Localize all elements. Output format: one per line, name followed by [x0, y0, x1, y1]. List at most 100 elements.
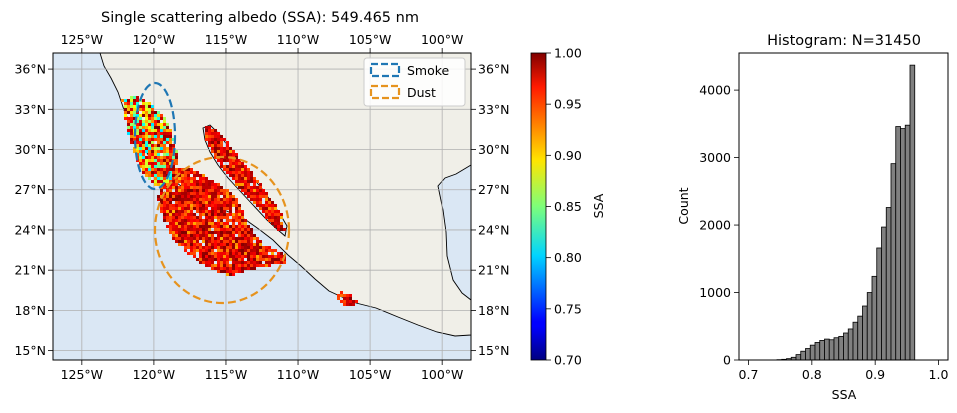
- ssa-pixel: [190, 177, 193, 180]
- ssa-pixel: [247, 174, 250, 177]
- ssa-pixel: [214, 192, 217, 195]
- ssa-pixel: [127, 117, 130, 120]
- ssa-pixel: [205, 204, 208, 207]
- ssa-pixel: [130, 126, 133, 129]
- ssa-pixel: [184, 222, 187, 225]
- ssa-pixel: [148, 174, 151, 177]
- ssa-pixel: [217, 144, 220, 147]
- ssa-pixel: [202, 186, 205, 189]
- ssa-pixel: [193, 228, 196, 231]
- ssa-pixel: [202, 195, 205, 198]
- ssa-pixel: [193, 213, 196, 216]
- ssa-pixel: [154, 123, 157, 126]
- ssa-pixel: [223, 228, 226, 231]
- ssa-pixel: [268, 264, 271, 267]
- ssa-pixel: [157, 162, 160, 165]
- ssa-pixel: [190, 192, 193, 195]
- ssa-pixel: [169, 225, 172, 228]
- ssa-pixel: [247, 255, 250, 258]
- ssa-pixel: [349, 303, 352, 306]
- ssa-pixel: [163, 201, 166, 204]
- ssa-pixel: [178, 210, 181, 213]
- ssa-pixel: [193, 225, 196, 228]
- ssa-pixel: [256, 252, 259, 255]
- ssa-pixel: [208, 234, 211, 237]
- ssa-pixel: [202, 198, 205, 201]
- ssa-pixel: [208, 126, 211, 129]
- ssa-pixel: [235, 243, 238, 246]
- ssa-pixel: [151, 120, 154, 123]
- ssa-pixel: [205, 180, 208, 183]
- ssa-pixel: [190, 198, 193, 201]
- ssa-pixel: [205, 138, 208, 141]
- ssa-pixel: [178, 237, 181, 240]
- ssa-pixel: [229, 210, 232, 213]
- ssa-pixel: [187, 237, 190, 240]
- ssa-pixel: [202, 255, 205, 258]
- ssa-pixel: [244, 234, 247, 237]
- dust-region-ellipse: [153, 155, 291, 305]
- ssa-pixel: [241, 168, 244, 171]
- ssa-pixel: [259, 243, 262, 246]
- ssa-pixel: [253, 234, 256, 237]
- ssa-pixel: [148, 150, 151, 153]
- ssa-pixel: [190, 171, 193, 174]
- ssa-pixel: [223, 225, 226, 228]
- ssa-pixel: [265, 213, 268, 216]
- ssa-pixel: [160, 201, 163, 204]
- ssa-pixel: [340, 300, 343, 303]
- ssa-pixel: [187, 246, 190, 249]
- ssa-pixel: [181, 213, 184, 216]
- ssa-pixel: [214, 135, 217, 138]
- ssa-pixel: [148, 138, 151, 141]
- ssa-pixel: [226, 195, 229, 198]
- ssa-pixel: [151, 174, 154, 177]
- ssa-pixel: [145, 168, 148, 171]
- ssa-pixel: [217, 138, 220, 141]
- ssa-pixel: [160, 168, 163, 171]
- ssa-pixel: [190, 249, 193, 252]
- ssa-pixel: [355, 300, 358, 303]
- ssa-pixel: [223, 156, 226, 159]
- ssa-pixel: [148, 108, 151, 111]
- ssa-pixel: [190, 207, 193, 210]
- ssa-pixel: [265, 195, 268, 198]
- ssa-pixel: [214, 264, 217, 267]
- ssa-pixel: [148, 105, 151, 108]
- ssa-pixel: [235, 225, 238, 228]
- ssa-pixel: [223, 258, 226, 261]
- ssa-pixel: [268, 204, 271, 207]
- ssa-pixel: [223, 252, 226, 255]
- ssa-pixel: [169, 228, 172, 231]
- ssa-pixel: [253, 189, 256, 192]
- ssa-pixel: [208, 198, 211, 201]
- ssa-pixel: [172, 222, 175, 225]
- ssa-pixel: [241, 240, 244, 243]
- ssa-pixel: [256, 249, 259, 252]
- ssa-pixel: [220, 258, 223, 261]
- ssa-pixel: [229, 174, 232, 177]
- ssa-pixel: [217, 261, 220, 264]
- map-y-tick-label: 30°N: [14, 142, 46, 157]
- ssa-pixel: [193, 198, 196, 201]
- ssa-pixel: [202, 210, 205, 213]
- ssa-pixel: [226, 261, 229, 264]
- ssa-pixel: [253, 195, 256, 198]
- ssa-pixel: [199, 225, 202, 228]
- ssa-pixel: [154, 147, 157, 150]
- ssa-pixel: [256, 255, 259, 258]
- ssa-pixel: [238, 186, 241, 189]
- ssa-pixel: [133, 138, 136, 141]
- ssa-pixel: [145, 120, 148, 123]
- ssa-pixel: [277, 228, 280, 231]
- ssa-pixel: [169, 180, 172, 183]
- ssa-pixel: [196, 198, 199, 201]
- ssa-pixel: [136, 153, 139, 156]
- ssa-pixel: [208, 183, 211, 186]
- ssa-pixel: [202, 225, 205, 228]
- ssa-pixel: [268, 213, 271, 216]
- ssa-pixel: [130, 132, 133, 135]
- ssa-pixel: [178, 222, 181, 225]
- ssa-pixel: [151, 150, 154, 153]
- ssa-pixel: [178, 177, 181, 180]
